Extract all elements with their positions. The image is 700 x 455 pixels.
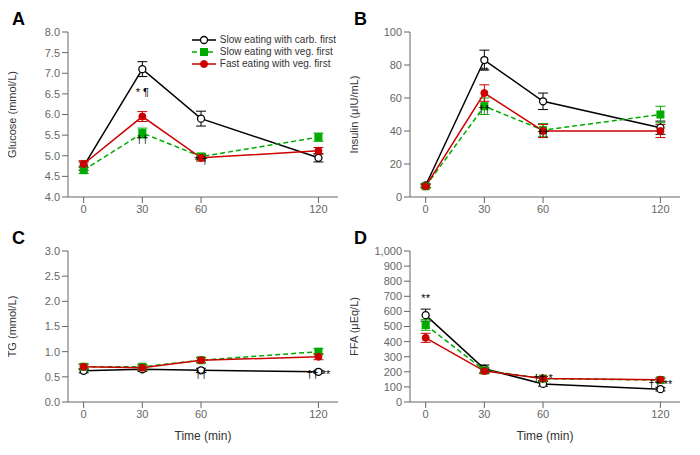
svg-text:TG (mmol/L): TG (mmol/L) (8, 296, 18, 358)
svg-text:900: 900 (384, 260, 402, 272)
svg-text:* ¶: * ¶ (136, 86, 149, 98)
svg-text:††: †† (478, 103, 490, 115)
html-text:Fast eating with veg. first: Fast eating with veg. first (219, 58, 331, 69)
svg-text:4.5: 4.5 (45, 170, 60, 182)
svg-text:120: 120 (651, 408, 669, 420)
svg-text:8.0: 8.0 (45, 26, 60, 38)
svg-text:60: 60 (390, 92, 402, 104)
svg-text:0: 0 (81, 203, 87, 215)
svg-text:40: 40 (390, 125, 402, 137)
svg-text:0.0: 0.0 (45, 396, 60, 408)
svg-text:†† *: †† * (533, 372, 553, 384)
svg-text:†† **: †† ** (649, 378, 674, 390)
html-text:Slow eating with veg. first: Slow eating with veg. first (219, 46, 333, 57)
svg-text:2.0: 2.0 (45, 295, 60, 307)
svg-text:Time (min): Time (min) (175, 429, 232, 443)
svg-text:30: 30 (478, 408, 490, 420)
svg-text:6.0: 6.0 (45, 108, 60, 120)
svg-text:7.0: 7.0 (45, 67, 60, 79)
html-text:D: D (354, 228, 367, 248)
svg-text:120: 120 (309, 408, 327, 420)
svg-text:100: 100 (384, 381, 402, 393)
svg-text:7.5: 7.5 (45, 47, 60, 59)
svg-text:0: 0 (81, 408, 87, 420)
html-text:Slow eating with carb. first: Slow eating with carb. first (219, 34, 336, 45)
svg-text:3.0: 3.0 (45, 245, 60, 257)
svg-text:* †: * † (194, 154, 207, 166)
svg-text:5.5: 5.5 (45, 129, 60, 141)
html-text:C: C (12, 228, 25, 248)
svg-text:FFA (μEq/L): FFA (μEq/L) (350, 297, 360, 356)
svg-text:††: †† (195, 368, 207, 380)
svg-text:Insulin (μIU/mL): Insulin (μIU/mL) (350, 76, 360, 154)
svg-text:20: 20 (390, 158, 402, 170)
html-text:B: B (354, 9, 367, 29)
svg-text:700: 700 (384, 290, 402, 302)
svg-text:400: 400 (384, 336, 402, 348)
svg-text:Time (min): Time (min) (517, 429, 574, 443)
svg-text:100: 100 (384, 26, 402, 38)
svg-text:30: 30 (136, 203, 148, 215)
svg-text:600: 600 (384, 305, 402, 317)
svg-text:30: 30 (478, 203, 490, 215)
svg-text:60: 60 (537, 408, 549, 420)
svg-text:0: 0 (396, 191, 402, 203)
svg-text:60: 60 (195, 203, 207, 215)
svg-text:0: 0 (423, 408, 429, 420)
svg-text:300: 300 (384, 351, 402, 363)
svg-text:120: 120 (309, 203, 327, 215)
svg-text:500: 500 (384, 320, 402, 332)
svg-text:60: 60 (537, 203, 549, 215)
svg-text:5.0: 5.0 (45, 150, 60, 162)
svg-text:**: ** (421, 292, 430, 304)
svg-text:4.0: 4.0 (45, 191, 60, 203)
svg-text:120: 120 (651, 203, 669, 215)
svg-text:0: 0 (423, 203, 429, 215)
html-text:A: A (12, 9, 25, 29)
svg-text:80: 80 (390, 59, 402, 71)
svg-text:1.5: 1.5 (45, 320, 60, 332)
svg-text:200: 200 (384, 366, 402, 378)
svg-text:††: †† (537, 127, 549, 139)
svg-text:**: ** (480, 65, 489, 77)
svg-text:30: 30 (136, 408, 148, 420)
svg-text:800: 800 (384, 275, 402, 287)
svg-text:1.0: 1.0 (45, 346, 60, 358)
svg-text:†† **: †† ** (307, 368, 332, 380)
svg-text:6.5: 6.5 (45, 88, 60, 100)
svg-text:2.5: 2.5 (45, 270, 60, 282)
svg-text:Glucose (mmol/L): Glucose (mmol/L) (8, 71, 18, 158)
svg-text:0.5: 0.5 (45, 371, 60, 383)
svg-text:1,000: 1,000 (374, 245, 402, 257)
svg-text:60: 60 (195, 408, 207, 420)
svg-text:††: †† (136, 133, 148, 145)
svg-text:0: 0 (396, 396, 402, 408)
